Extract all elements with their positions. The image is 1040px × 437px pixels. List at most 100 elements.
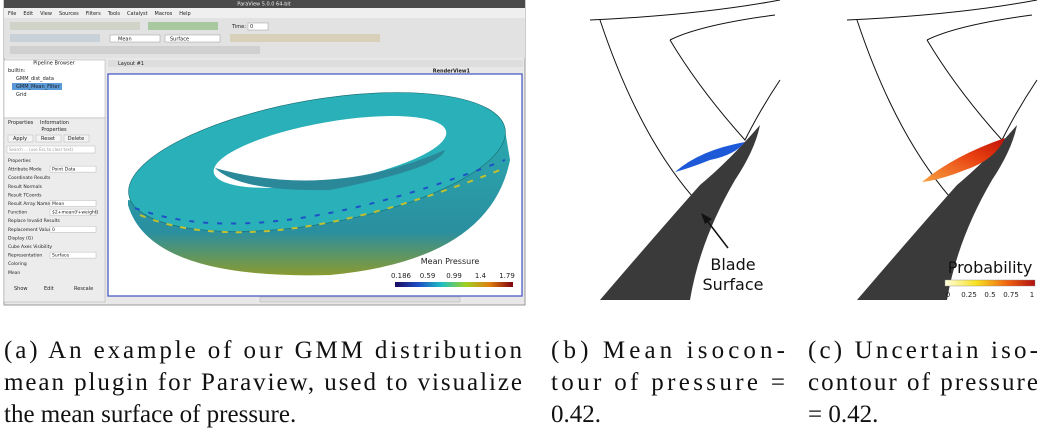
color-field: Mean bbox=[118, 37, 132, 43]
property-field[interactable] bbox=[49, 165, 97, 173]
property-label: Representation bbox=[8, 253, 42, 259]
torus-inner-wall bbox=[215, 150, 445, 191]
property-label: Coordinate Results bbox=[8, 175, 51, 181]
button-label: Reset bbox=[41, 136, 55, 142]
property-label: Result Array Name bbox=[8, 201, 50, 207]
blade bbox=[857, 125, 1017, 300]
pipeline-item[interactable]: Grid bbox=[16, 92, 27, 98]
menu-item[interactable]: Edit bbox=[23, 11, 33, 17]
tab[interactable]: Information bbox=[40, 120, 69, 126]
button-label: Apply bbox=[13, 136, 27, 142]
caption-line: the mean surface of pressure. bbox=[4, 401, 296, 428]
property-label: Result Normals bbox=[8, 184, 43, 190]
time-field[interactable] bbox=[247, 22, 269, 31]
property-label: Replacement Value bbox=[8, 227, 52, 233]
tab[interactable]: Properties bbox=[8, 120, 34, 126]
blade bbox=[600, 125, 760, 300]
search-text: Search ... (use Esc to clear text) bbox=[9, 147, 73, 152]
button-label: Delete bbox=[68, 136, 84, 142]
pipeline-item[interactable]: builtin: bbox=[8, 68, 26, 74]
colorbar-tick-label: 0.75 bbox=[1003, 291, 1019, 299]
property-field[interactable] bbox=[49, 251, 97, 259]
icons-row bbox=[10, 46, 260, 54]
icons-row bbox=[148, 22, 218, 30]
caption-line: tour of pressure = bbox=[551, 369, 785, 396]
window-title: ParaView 5.0.0 64-bit bbox=[237, 2, 290, 8]
button-label[interactable]: Show bbox=[14, 286, 28, 292]
property-value: $2+mean(f+weight) bbox=[52, 210, 99, 216]
curve bbox=[589, 0, 781, 21]
view-tabbar bbox=[108, 60, 523, 67]
colorbar-tick-label: 0.59 bbox=[420, 272, 436, 280]
combo[interactable] bbox=[109, 34, 161, 43]
toolbar-icons bbox=[10, 22, 380, 54]
colorbar bbox=[395, 282, 513, 287]
isocontour bbox=[675, 142, 745, 172]
time-label: Time: bbox=[231, 24, 246, 30]
properties-title: Properties bbox=[41, 127, 67, 133]
menu-item[interactable]: Sources bbox=[59, 11, 79, 17]
isocontour bbox=[922, 138, 1005, 182]
pipeline-title: Pipeline Browser bbox=[33, 61, 75, 67]
property-label: Coloring bbox=[8, 261, 27, 267]
arrow bbox=[704, 217, 729, 249]
property-label: Replace Invalid Results bbox=[8, 218, 61, 224]
property-label: Mean bbox=[8, 270, 20, 276]
scrollbar[interactable] bbox=[259, 296, 461, 303]
button-label[interactable]: Rescale bbox=[74, 286, 93, 292]
property-field[interactable] bbox=[49, 200, 97, 207]
colorbar-tick-label: 0.99 bbox=[446, 272, 462, 280]
torus bbox=[128, 92, 510, 276]
property-label: Cube Axes Visibility bbox=[8, 244, 52, 250]
property-value: Surface bbox=[52, 253, 69, 259]
render-view-label: RenderView1 bbox=[433, 69, 471, 75]
property-value: 0 bbox=[52, 227, 55, 233]
button-label[interactable]: Edit bbox=[44, 286, 54, 292]
property-field[interactable] bbox=[49, 208, 97, 216]
colorbar-title: Probability bbox=[948, 258, 1033, 277]
panel-b: Blade Surface bbox=[589, 0, 781, 300]
curve bbox=[669, 14, 781, 141]
curve bbox=[599, 19, 701, 206]
selection bbox=[12, 83, 62, 90]
colorbar-tick-label: 1 bbox=[1030, 291, 1034, 299]
property-label: Attribute Mode bbox=[8, 167, 42, 173]
button[interactable] bbox=[63, 134, 90, 143]
colorbar-tick-label: 1.79 bbox=[499, 272, 515, 280]
torus-hole bbox=[213, 116, 447, 188]
caption-line: contour of pressure bbox=[808, 369, 1038, 396]
menu-item[interactable]: File bbox=[8, 11, 16, 17]
menu-item[interactable]: Filters bbox=[86, 11, 101, 17]
property-value: Mean bbox=[52, 201, 64, 207]
caption-line: mean plugin for Paraview, used to visual… bbox=[4, 369, 522, 396]
colorbar-tick-label: 0.186 bbox=[391, 272, 412, 280]
menu-item[interactable]: Catalyst bbox=[127, 11, 148, 17]
caption-line: = 0.42. bbox=[808, 401, 878, 428]
icons-row bbox=[230, 34, 380, 42]
title-bar bbox=[4, 0, 525, 8]
menu-bar bbox=[4, 8, 525, 18]
caption-line: (a) An example of our GMM distribution bbox=[4, 337, 522, 364]
button[interactable] bbox=[35, 134, 62, 143]
representation-field: Surface bbox=[170, 37, 189, 43]
property-label: Result TCoords bbox=[8, 192, 42, 198]
button[interactable] bbox=[7, 134, 34, 143]
time-value: 0 bbox=[250, 24, 253, 30]
colorbar-tick-label: 0.5 bbox=[984, 291, 995, 299]
layout-tab[interactable]: Layout #1 bbox=[118, 61, 144, 67]
curve bbox=[846, 0, 1038, 21]
colorbar-tick-label: 0.25 bbox=[961, 291, 977, 299]
paraview-window: ParaView 5.0.0 64-bit File Edit View Source… bbox=[3, 0, 526, 306]
menu-item[interactable]: Help bbox=[179, 11, 190, 17]
property-field[interactable] bbox=[49, 226, 97, 233]
menu-item[interactable]: Tools bbox=[107, 11, 121, 17]
caption-line: 0.42. bbox=[551, 401, 601, 428]
menu-item[interactable]: Macros bbox=[155, 11, 173, 17]
pipeline-item[interactable]: GMM_Mean_Filter bbox=[16, 84, 60, 90]
pipeline-item[interactable]: GMM_dist_data bbox=[16, 76, 54, 82]
caption-line: (c) Uncertain iso- bbox=[808, 337, 1038, 364]
combo[interactable] bbox=[164, 34, 221, 43]
search-box[interactable] bbox=[6, 145, 96, 154]
caption-line: (b) Mean isocon- bbox=[551, 337, 785, 364]
menu-item[interactable]: View bbox=[40, 11, 52, 17]
